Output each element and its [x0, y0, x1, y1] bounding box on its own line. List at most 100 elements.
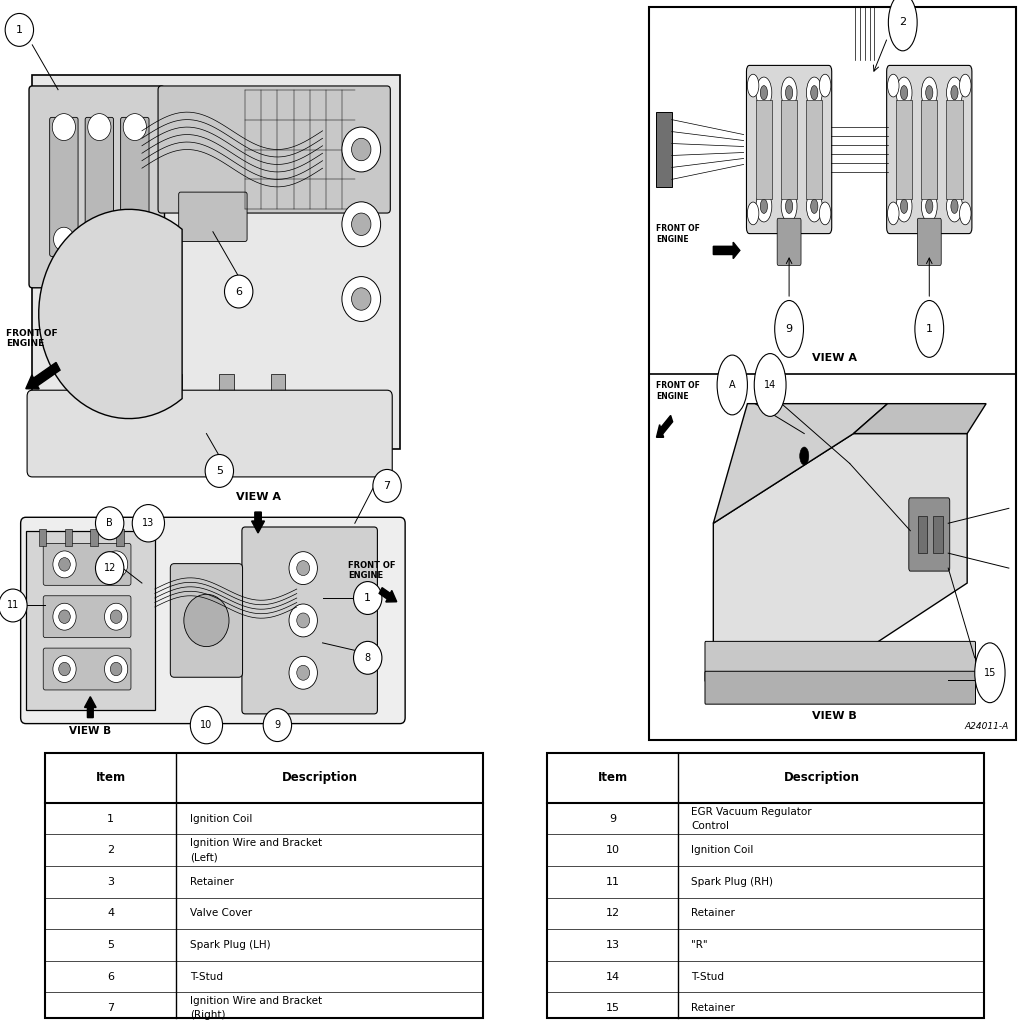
Circle shape: [53, 603, 76, 630]
Text: Ignition Wire and Bracket: Ignition Wire and Bracket: [189, 996, 322, 1007]
Bar: [922, 99, 937, 200]
Circle shape: [755, 353, 786, 417]
FancyBboxPatch shape: [43, 596, 131, 638]
Text: FRONT OF
ENGINE: FRONT OF ENGINE: [6, 329, 58, 348]
Circle shape: [224, 275, 253, 308]
Circle shape: [111, 558, 122, 571]
Circle shape: [896, 77, 912, 109]
Bar: [168, 374, 182, 449]
Text: EGR Vacuum Regulator: EGR Vacuum Regulator: [691, 807, 812, 817]
Circle shape: [190, 707, 222, 743]
Text: B: B: [106, 518, 113, 528]
Circle shape: [760, 86, 768, 99]
Circle shape: [785, 200, 793, 213]
FancyBboxPatch shape: [50, 118, 78, 256]
Circle shape: [922, 190, 937, 222]
Text: 12: 12: [605, 908, 620, 919]
Text: 9: 9: [274, 720, 281, 730]
Circle shape: [88, 114, 111, 140]
Text: VIEW B: VIEW B: [70, 726, 112, 736]
Circle shape: [888, 74, 899, 97]
Text: 13: 13: [142, 518, 155, 528]
FancyBboxPatch shape: [27, 390, 392, 477]
Circle shape: [951, 86, 958, 99]
Text: FRONT OF
ENGINE: FRONT OF ENGINE: [656, 381, 700, 400]
Bar: [781, 99, 798, 200]
Text: 2: 2: [108, 845, 115, 855]
Circle shape: [889, 0, 918, 51]
Bar: [933, 516, 942, 553]
FancyBboxPatch shape: [918, 218, 941, 265]
Text: Description: Description: [784, 771, 860, 784]
Circle shape: [58, 610, 71, 624]
Text: 10: 10: [605, 845, 620, 855]
Bar: [756, 99, 772, 200]
Circle shape: [946, 77, 963, 109]
Circle shape: [959, 74, 971, 97]
Bar: [271, 374, 285, 449]
Circle shape: [184, 594, 229, 646]
FancyBboxPatch shape: [909, 498, 949, 571]
Text: 6: 6: [108, 972, 115, 982]
Circle shape: [800, 447, 809, 465]
FancyBboxPatch shape: [43, 544, 131, 586]
FancyBboxPatch shape: [242, 527, 378, 714]
Circle shape: [373, 469, 401, 503]
Circle shape: [914, 300, 944, 357]
Polygon shape: [714, 433, 967, 657]
Text: 9: 9: [785, 324, 793, 334]
Circle shape: [95, 552, 124, 585]
Text: 15: 15: [984, 668, 996, 678]
Text: FRONT OF
ENGINE: FRONT OF ENGINE: [348, 561, 396, 580]
Circle shape: [263, 709, 292, 741]
Circle shape: [819, 202, 830, 225]
Text: VIEW A: VIEW A: [236, 493, 281, 502]
Text: 11: 11: [7, 600, 19, 610]
Text: 1: 1: [15, 25, 23, 35]
Circle shape: [132, 505, 165, 542]
Circle shape: [0, 589, 27, 622]
Text: T-Stud: T-Stud: [189, 972, 222, 982]
Circle shape: [111, 663, 122, 676]
FancyBboxPatch shape: [746, 66, 831, 233]
Polygon shape: [854, 403, 986, 433]
Circle shape: [811, 86, 818, 99]
Circle shape: [819, 74, 830, 97]
Text: 7: 7: [384, 481, 390, 490]
Circle shape: [900, 200, 907, 213]
Circle shape: [125, 227, 145, 251]
Circle shape: [111, 610, 122, 624]
Text: Item: Item: [95, 771, 126, 784]
Circle shape: [926, 200, 933, 213]
Polygon shape: [216, 413, 237, 439]
Text: A: A: [729, 380, 735, 390]
Circle shape: [922, 77, 937, 109]
FancyBboxPatch shape: [170, 563, 243, 677]
Text: 1: 1: [926, 324, 933, 334]
Circle shape: [896, 190, 912, 222]
Circle shape: [104, 551, 128, 578]
Text: VIEW B: VIEW B: [812, 712, 857, 721]
Text: Ignition Coil: Ignition Coil: [691, 845, 754, 855]
Text: 9: 9: [609, 814, 616, 823]
Circle shape: [342, 202, 381, 247]
Bar: [896, 99, 912, 200]
Text: Control: Control: [691, 820, 729, 830]
Circle shape: [975, 643, 1006, 702]
Circle shape: [89, 227, 110, 251]
Circle shape: [104, 603, 128, 630]
Text: Description: Description: [283, 771, 358, 784]
Circle shape: [342, 276, 381, 322]
Circle shape: [806, 190, 822, 222]
Circle shape: [58, 663, 71, 676]
Circle shape: [756, 190, 772, 222]
Bar: [918, 516, 928, 553]
Text: Retainer: Retainer: [691, 908, 735, 919]
Text: Item: Item: [597, 771, 628, 784]
Circle shape: [351, 138, 371, 161]
Polygon shape: [714, 403, 888, 523]
Text: 13: 13: [605, 940, 620, 950]
Text: Spark Plug (RH): Spark Plug (RH): [691, 877, 773, 887]
Text: 5: 5: [216, 466, 223, 476]
Text: 3: 3: [108, 877, 115, 887]
